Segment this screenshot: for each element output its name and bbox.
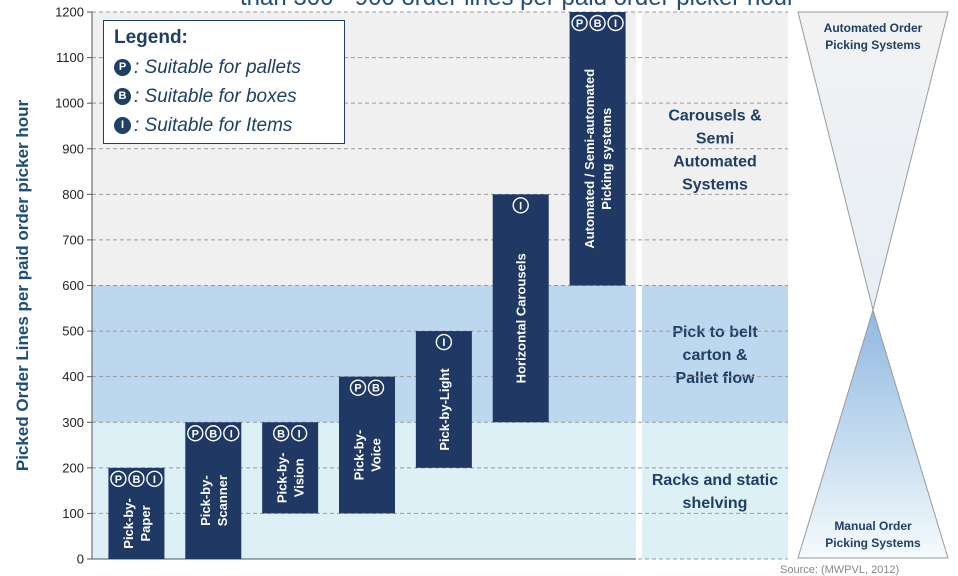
- suitability-badge-letter: P: [192, 428, 199, 440]
- suitability-badge-letter: I: [230, 428, 233, 440]
- y-tick-label: 100: [62, 506, 84, 521]
- bar: [108, 467, 165, 559]
- legend: Legend: P : Suitable for pallets B : Sui…: [103, 20, 345, 144]
- funnel-bottom-label: Picking Systems: [825, 536, 921, 550]
- suitability-badge-letter: P: [576, 18, 583, 30]
- suitability-badge-letter: I: [298, 428, 301, 440]
- zone-label-box: [642, 422, 788, 559]
- suitability-badge-letter: P: [354, 383, 361, 395]
- y-tick-label: 1100: [56, 50, 84, 65]
- funnel-top-label: Picking Systems: [825, 38, 921, 52]
- legend-title: Legend:: [114, 27, 188, 48]
- suitability-badge-letter: I: [153, 474, 156, 486]
- legend-item-boxes: B : Suitable for boxes: [114, 82, 334, 111]
- bar-label: Pick-by-: [275, 453, 290, 504]
- y-tick-label: 800: [62, 187, 84, 202]
- bar: [262, 422, 319, 514]
- suitability-badge-letter: B: [372, 383, 380, 395]
- funnel-bottom: [797, 308, 949, 559]
- zone-label: shelving: [683, 495, 748, 512]
- item-badge-icon: I: [114, 117, 131, 134]
- suitability-badge-icon: [349, 379, 367, 396]
- bar-label: Paper: [138, 505, 153, 541]
- y-axis-label: Picked Order Lines per paid order picker…: [13, 99, 32, 471]
- funnel-top-label: Automated Order: [824, 21, 923, 35]
- legend-item-text: : Suitable for boxes: [134, 85, 297, 107]
- y-tick-label: 0: [77, 552, 84, 567]
- suitability-badge-letter: B: [594, 18, 602, 30]
- source-note: Source: (MWPVL, 2012): [780, 564, 900, 576]
- legend-item-text: : Suitable for Items: [134, 114, 293, 136]
- bar-label: Picking systems: [599, 108, 614, 210]
- suitability-badge-letter: P: [115, 474, 122, 486]
- zone-label: Pick to belt: [672, 324, 758, 341]
- zone-label: carton &: [683, 347, 748, 364]
- bar-label: Scanner: [215, 475, 230, 526]
- bar-label: Pick-by-: [352, 430, 367, 481]
- suitability-badge-letter: I: [519, 200, 522, 212]
- y-tick-label: 900: [62, 141, 84, 156]
- suitability-badge-letter: I: [442, 337, 445, 349]
- funnel-top: [797, 11, 949, 311]
- legend-item-pallets: P : Suitable for pallets: [114, 53, 334, 82]
- suitability-badge-letter: I: [614, 18, 617, 30]
- suitability-badge-icon: [290, 425, 308, 442]
- pallet-badge-icon: P: [114, 59, 131, 76]
- suitability-badge-letter: B: [209, 428, 217, 440]
- bar: [185, 422, 242, 559]
- suitability-badge-icon: [589, 14, 606, 32]
- suitability-badge-icon: [187, 425, 204, 442]
- suitability-badge-icon: [272, 425, 290, 442]
- suitability-badge-icon: [223, 425, 240, 442]
- zone-label: Semi: [696, 130, 734, 147]
- chart-title: than 300 - 900 order lines per paid orde…: [240, 0, 795, 12]
- bar: [339, 376, 395, 514]
- y-tick-label: 500: [62, 324, 84, 339]
- bar: [415, 331, 472, 468]
- box-badge-icon: B: [114, 88, 131, 105]
- suitability-badge-icon: [607, 14, 624, 32]
- suitability-badge-icon: [512, 197, 529, 214]
- y-tick-label: 200: [62, 460, 84, 475]
- zone-label-box: [642, 285, 788, 423]
- y-tick-label: 1200: [55, 5, 84, 20]
- bar-label: Automated / Semi-automated: [582, 69, 597, 249]
- bar-label: Pick-by-: [121, 498, 136, 549]
- zone-label: Carousels &: [668, 107, 762, 124]
- bar-label: Vision: [292, 458, 307, 497]
- bar-label: Voice: [369, 438, 384, 472]
- bar-label: Horizontal Carousels: [514, 253, 529, 383]
- suitability-badge-icon: [435, 333, 453, 351]
- suitability-badge-icon: [571, 14, 588, 32]
- legend-item-text: : Suitable for pallets: [134, 56, 301, 78]
- bar: [569, 12, 626, 286]
- suitability-badge-icon: [110, 470, 127, 488]
- bar: [492, 194, 549, 423]
- y-tick-label: 400: [62, 369, 84, 384]
- suitability-badge-icon: [205, 425, 222, 442]
- zone-label: Systems: [682, 176, 748, 193]
- zone-label: Automated: [673, 153, 757, 170]
- funnel-bottom-label: Manual Order: [834, 519, 912, 533]
- y-tick-label: 600: [62, 278, 84, 293]
- bar-label: Pick-by-: [198, 475, 213, 526]
- legend-item-items: I : Suitable for Items: [114, 111, 334, 140]
- y-tick-label: 700: [62, 232, 84, 247]
- y-tick-label: 300: [62, 415, 84, 430]
- zone-label: Racks and static: [652, 472, 778, 489]
- bar-label: Pick-by-Light: [437, 368, 452, 451]
- zone-label: Pallet flow: [675, 370, 755, 387]
- suitability-badge-letter: B: [277, 428, 285, 440]
- y-tick-label: 1000: [55, 96, 84, 111]
- suitability-badge-icon: [367, 379, 385, 396]
- suitability-badge-icon: [128, 470, 145, 488]
- suitability-badge-icon: [146, 470, 163, 488]
- suitability-badge-letter: B: [132, 474, 140, 486]
